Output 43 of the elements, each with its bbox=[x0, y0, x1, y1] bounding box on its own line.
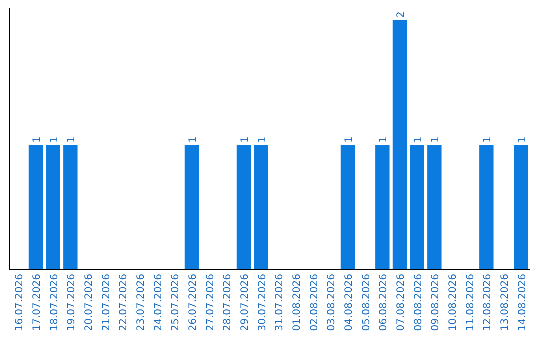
data-label: 1 bbox=[49, 136, 60, 143]
x-tick-label: 16.07.2026 bbox=[14, 274, 26, 332]
x-tick-label: 29.07.2026 bbox=[240, 274, 251, 332]
data-label: 1 bbox=[32, 136, 43, 143]
x-tick-label: 28.07.2026 bbox=[222, 274, 234, 332]
data-label: 2 bbox=[396, 12, 407, 18]
x-tick-label: 13.08.2026 bbox=[500, 274, 511, 332]
x-tick-label: 14.08.2026 bbox=[517, 274, 528, 332]
x-tick-label: 05.08.2026 bbox=[361, 274, 372, 332]
x-tick-label: 25.07.2026 bbox=[170, 274, 182, 332]
x-tick-label: 23.07.2026 bbox=[136, 274, 147, 332]
data-label: 1 bbox=[430, 136, 442, 143]
x-tick-label: 04.08.2026 bbox=[344, 274, 355, 332]
x-tick-label: 26.07.2026 bbox=[188, 274, 199, 332]
data-label: 1 bbox=[66, 136, 78, 143]
x-tick-label: 10.08.2026 bbox=[448, 274, 459, 332]
x-tick-label: 09.08.2026 bbox=[430, 274, 442, 332]
x-tick-label: 07.08.2026 bbox=[396, 274, 407, 332]
x-tick-label: 17.07.2026 bbox=[32, 274, 43, 332]
x-tick-label: 12.08.2026 bbox=[482, 274, 494, 332]
x-tick-label: 06.08.2026 bbox=[378, 274, 390, 332]
x-tick-label: 24.07.2026 bbox=[153, 274, 164, 332]
data-label: 1 bbox=[257, 136, 268, 143]
x-tick-label: 02.08.2026 bbox=[309, 274, 320, 332]
x-tick-label: 19.07.2026 bbox=[66, 274, 78, 332]
x-tick-label: 22.07.2026 bbox=[118, 274, 130, 332]
data-label: 1 bbox=[188, 136, 199, 143]
x-tick-label: 21.07.2026 bbox=[101, 274, 112, 332]
x-tick-label: 03.08.2026 bbox=[326, 274, 338, 332]
x-tick-label: 08.08.2026 bbox=[413, 274, 424, 332]
data-label: 1 bbox=[413, 136, 424, 143]
data-label: 1 bbox=[517, 136, 528, 143]
x-tick-label: 27.07.2026 bbox=[205, 274, 216, 332]
x-tick-label: 30.07.2026 bbox=[257, 274, 268, 332]
x-tick-label: 20.07.2026 bbox=[84, 274, 95, 332]
x-tick-label: 01.08.2026 bbox=[292, 274, 303, 332]
x-tick-label: 31.07.2026 bbox=[274, 274, 286, 332]
x-tick-label: 11.08.2026 bbox=[465, 274, 476, 332]
x-tick-label: 18.07.2026 bbox=[49, 274, 60, 332]
data-label: 1 bbox=[482, 136, 494, 143]
data-label: 1 bbox=[240, 136, 251, 143]
data-label: 1 bbox=[344, 136, 355, 143]
data-label: 1 bbox=[378, 136, 390, 143]
